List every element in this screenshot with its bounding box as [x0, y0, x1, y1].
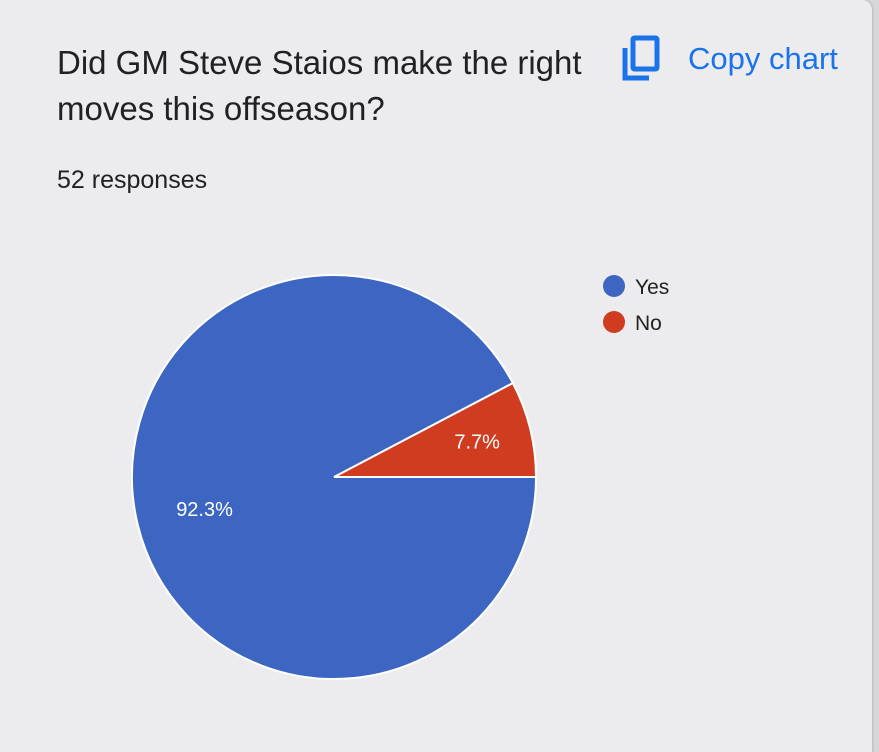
question-title: Did GM Steve Staios make the right moves…: [57, 44, 582, 127]
legend-label-yes: Yes: [635, 276, 669, 299]
legend-swatch-no: [603, 311, 625, 333]
copy-chart-label: Copy chart: [688, 41, 838, 76]
legend-swatch-yes: [603, 275, 625, 297]
slice-label-no: 7.7%: [454, 432, 500, 454]
pie-slice-no: [333, 381, 538, 478]
legend-item-no: No: [603, 311, 662, 335]
copy-chart-button[interactable]: Copy chart: [620, 34, 838, 84]
response-count: 52 responses: [57, 166, 208, 194]
legend-label-no: No: [635, 312, 662, 335]
slice-label-yes: 92.3%: [176, 499, 233, 521]
legend-item-yes: Yes: [603, 275, 669, 299]
pie-slice-yes: [131, 274, 538, 680]
copy-icon: [620, 35, 662, 83]
